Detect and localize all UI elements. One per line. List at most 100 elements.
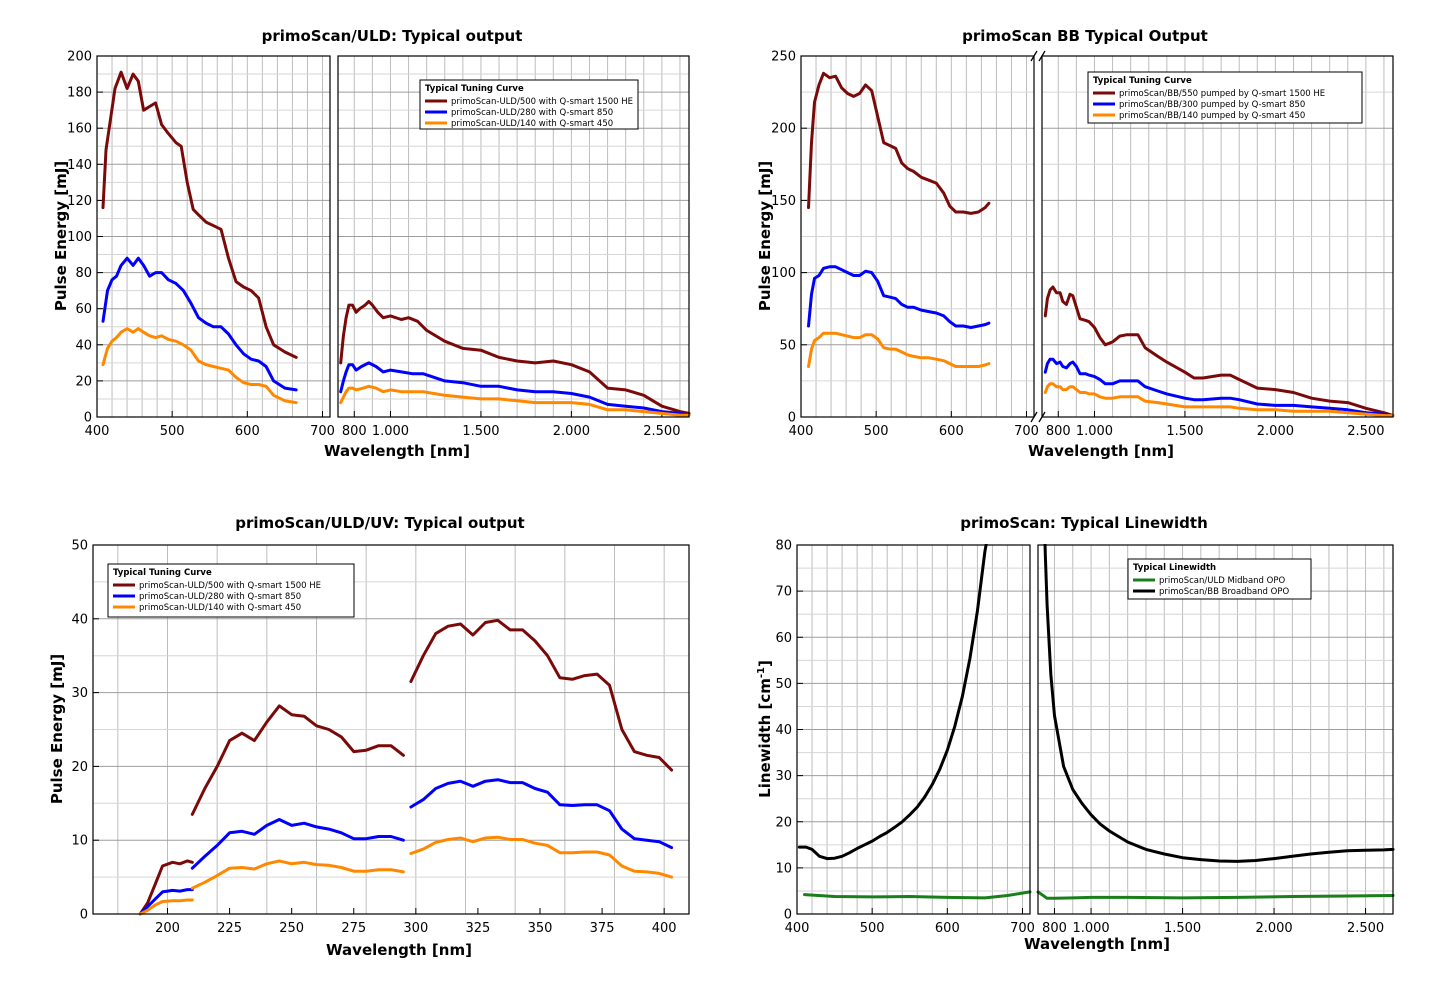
x-tick-label: 1.500 (462, 424, 499, 439)
series-line-2 (1043, 541, 1395, 863)
plot-frame (96, 55, 331, 418)
x-tick-label: 500 (864, 424, 889, 439)
x-tick-label: 2.500 (1347, 921, 1384, 936)
y-axis-label: Pulse Energy [mJ] (756, 161, 774, 311)
legend: Typical Linewidth primoScan/ULD Midband O… (1127, 558, 1312, 600)
x-tick-label: 2.000 (553, 424, 590, 439)
x-tick-label: 300 (403, 921, 428, 936)
x-tick-label: 1.500 (1164, 921, 1201, 936)
x-tick-label: 200 (155, 921, 180, 936)
y-tick-label: 200 (67, 50, 92, 65)
x-tick-label: 500 (160, 424, 185, 439)
series-line-3 (1043, 382, 1395, 418)
y-tick-label: 100 (771, 266, 796, 281)
legend-label: primoScan/BB/550 pumped by Q-smart 1500 … (1119, 89, 1325, 99)
x-tick-label: 600 (939, 424, 964, 439)
x-tick-label: 700 (1014, 424, 1039, 439)
y-tick-label: 0 (784, 908, 792, 923)
series-line-2 (1043, 357, 1395, 418)
plot-frame (92, 544, 690, 915)
x-axis-label: Wavelength [nm] (326, 941, 472, 959)
y-tick-label: 10 (71, 834, 88, 849)
legend-label: primoScan-ULD/280 with Q-smart 850 (139, 592, 301, 602)
y-tick-label: 20 (75, 374, 92, 389)
y-tick-label: 50 (779, 338, 796, 353)
x-tick-label: 2.000 (1255, 921, 1292, 936)
series-line-3 (339, 384, 691, 417)
x-tick-label: 375 (590, 921, 615, 936)
legend-label: primoScan/ULD Midband OPO (1159, 576, 1285, 586)
y-tick-label: 160 (67, 122, 92, 137)
axis-break-mark (1030, 411, 1038, 423)
y-tick-label: 20 (71, 760, 88, 775)
series-line-1 (1043, 285, 1395, 418)
chart-title: primoScan/ULD: Typical output (262, 27, 523, 45)
series-line-1 (1036, 890, 1395, 900)
axis-break-mark (1038, 411, 1046, 423)
x-tick-label: 275 (341, 921, 366, 936)
x-tick-label: 700 (1010, 921, 1035, 936)
legend-box (419, 79, 639, 130)
x-tick-label: 600 (935, 921, 960, 936)
axis-break-mark (1030, 50, 1038, 62)
series-line-3 (409, 835, 674, 879)
chart-uld: 400 500 600 700 800 1.000 1.500 2.000 2.500 0 20 40… (52, 27, 691, 460)
x-tick-label: 400 (785, 921, 810, 936)
series-line-3 (190, 859, 405, 890)
y-tick-label: 0 (84, 411, 92, 426)
series-line-3 (138, 898, 194, 916)
x-tick-label: 2.500 (643, 424, 680, 439)
y-tick-label: 10 (775, 861, 792, 876)
series-line-1 (138, 859, 194, 916)
legend-label: primoScan/BB/300 pumped by Q-smart 850 (1119, 100, 1305, 110)
legend-label: primoScan/BB Broadband OPO (1159, 587, 1289, 597)
series-line-1 (190, 704, 405, 816)
chart-title: primoScan: Typical Linewidth (960, 514, 1208, 532)
series-line-2 (339, 361, 691, 417)
legend: Typical Tuning Curve primoScan-ULD/500 wi… (419, 79, 639, 130)
x-tick-label: 325 (466, 921, 491, 936)
chart-lw: 400 500 600 700 800 1.000 1.500 2.000 2.500 0 10 20… (756, 514, 1395, 953)
series-line-3 (807, 331, 991, 368)
x-tick-label: 800 (1042, 921, 1067, 936)
x-tick-label: 1.000 (1072, 921, 1109, 936)
legend-title: Typical Linewidth (1133, 563, 1216, 573)
legend-box (107, 563, 355, 618)
y-tick-label: 80 (775, 539, 792, 554)
legend-label: primoScan-ULD/500 with Q-smart 1500 HE (451, 97, 633, 107)
y-tick-label: 0 (80, 908, 88, 923)
legend-label: primoScan-ULD/140 with Q-smart 450 (139, 603, 301, 613)
x-tick-label: 600 (235, 424, 260, 439)
legend-label: primoScan-ULD/500 with Q-smart 1500 HE (139, 581, 321, 591)
x-axis-label: Wavelength [nm] (1024, 935, 1170, 953)
series-line-2 (190, 818, 405, 870)
y-axis-label: Pulse Energy [mJ] (48, 654, 66, 804)
x-tick-label: 700 (310, 424, 335, 439)
plot-frame (1041, 55, 1394, 418)
plot-frame (796, 544, 1031, 915)
x-tick-label: 400 (789, 424, 814, 439)
top-mask (799, 44, 1395, 55)
series-line-1 (807, 71, 991, 215)
y-tick-label: 70 (775, 585, 792, 600)
chart-uv: 200 225 250 275 300 325 350 375 400 0 10 20 30 40 50 pr… (48, 514, 691, 959)
legend-box (1087, 71, 1363, 124)
y-tick-label: 40 (75, 338, 92, 353)
x-tick-label: 2.000 (1257, 424, 1294, 439)
plot-frame (800, 55, 1035, 418)
series-line-2 (797, 541, 988, 861)
y-tick-label: 100 (67, 230, 92, 245)
y-tick-label: 60 (775, 631, 792, 646)
x-tick-label: 225 (217, 921, 242, 936)
y-axis-label: Linewidth [cm-1] (756, 660, 774, 798)
legend-title: Typical Tuning Curve (1093, 76, 1192, 86)
legend-box (1127, 558, 1312, 600)
series-line-2 (409, 778, 674, 850)
y-axis-label: Pulse Energy [mJ] (52, 161, 70, 311)
axis-break-mark (1038, 50, 1046, 62)
x-tick-label: 800 (1046, 424, 1071, 439)
y-tick-label: 50 (71, 539, 88, 554)
series-line-2 (807, 265, 991, 329)
y-tick-label: 120 (67, 194, 92, 209)
